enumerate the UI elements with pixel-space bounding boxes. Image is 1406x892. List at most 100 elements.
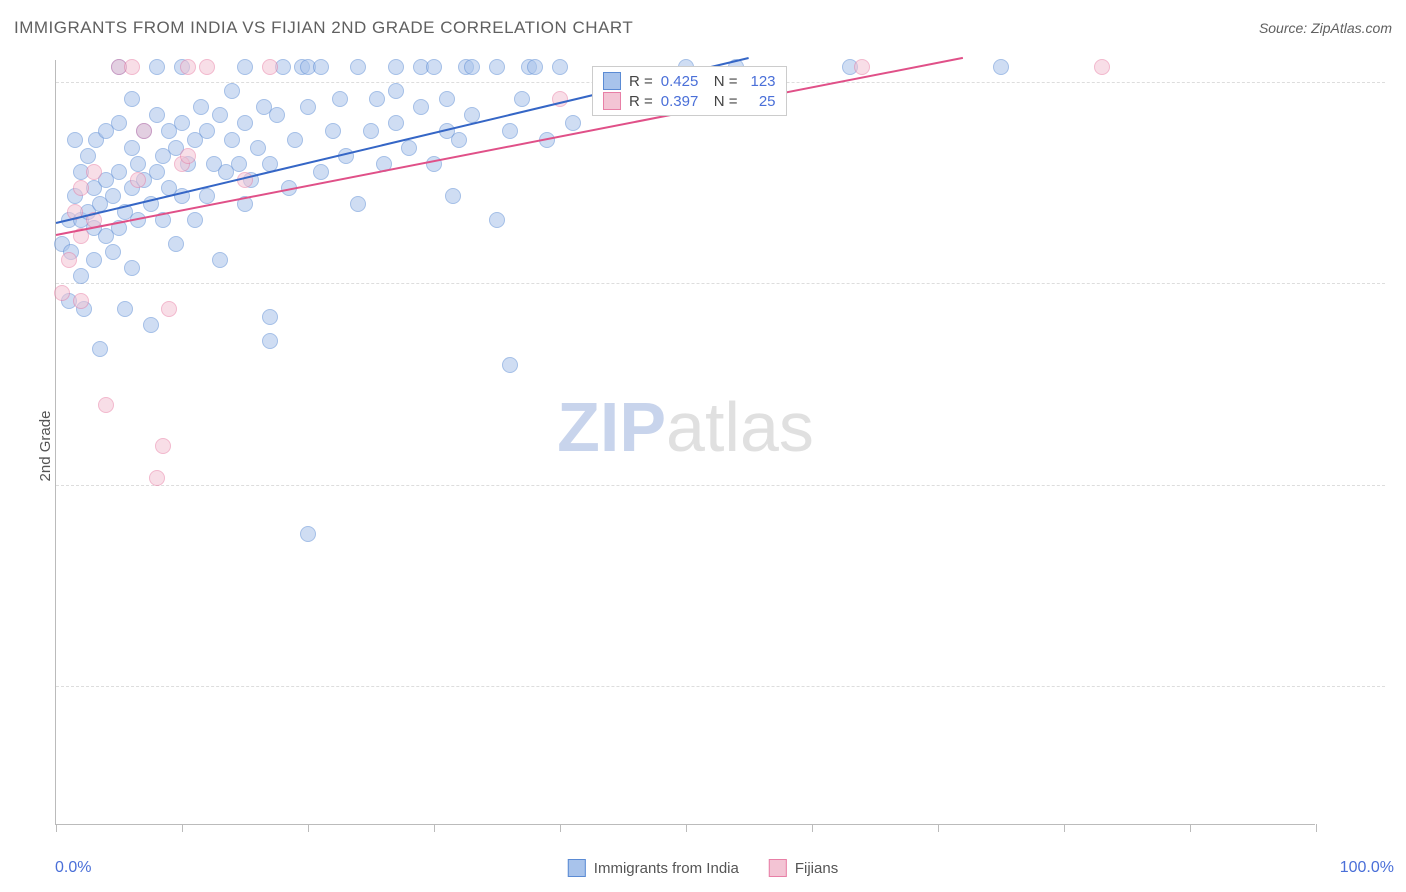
data-point [388,59,404,75]
scatter-chart: ZIPatlas 92.5%95.0%97.5%100.0%R =0.425N … [55,60,1315,825]
stat-r-label: R = [629,73,653,90]
stat-n-value: 25 [746,93,776,110]
stat-r-value: 0.425 [661,73,706,90]
gridline-h: 97.5% [56,283,1385,284]
x-tick [1064,824,1065,832]
data-point [262,309,278,325]
data-point [73,268,89,284]
data-point [439,91,455,107]
data-point [124,59,140,75]
data-point [413,99,429,115]
data-point [73,293,89,309]
data-point [105,188,121,204]
data-point [325,123,341,139]
data-point [502,123,518,139]
data-point [111,115,127,131]
data-point [180,148,196,164]
data-point [105,244,121,260]
data-point [489,59,505,75]
chart-title: IMMIGRANTS FROM INDIA VS FIJIAN 2ND GRAD… [14,18,633,38]
data-point [130,172,146,188]
x-tick [56,824,57,832]
stat-r-label: R = [629,93,653,110]
x-tick [560,824,561,832]
data-point [174,115,190,131]
data-point [993,59,1009,75]
gridline-h: 92.5% [56,686,1385,687]
stat-n-label: N = [714,93,738,110]
x-tick [434,824,435,832]
data-point [313,59,329,75]
data-point [86,164,102,180]
data-point [193,99,209,115]
data-point [1094,59,1110,75]
x-tick [1316,824,1317,832]
data-point [250,140,266,156]
y-tick-label: 95.0% [1390,492,1406,509]
legend-label: Fijians [795,860,838,877]
data-point [388,83,404,99]
data-point [199,123,215,139]
data-point [180,59,196,75]
data-point [130,156,146,172]
data-point [287,132,303,148]
data-point [73,180,89,196]
y-tick-label: 100.0% [1390,89,1406,106]
data-point [527,59,543,75]
x-tick [1190,824,1191,832]
data-point [212,252,228,268]
data-point [332,91,348,107]
data-point [489,212,505,228]
x-axis-max-label: 100.0% [1340,859,1394,877]
data-point [451,132,467,148]
data-point [149,470,165,486]
data-point [262,59,278,75]
source-attribution: Source: ZipAtlas.com [1259,20,1392,36]
data-point [224,132,240,148]
stats-row: R = 0.425 N = 123 [595,71,784,91]
data-point [124,140,140,156]
data-point [224,83,240,99]
data-point [124,260,140,276]
watermark-text-b: atlas [666,388,814,466]
data-point [502,357,518,373]
legend-swatch [769,859,787,877]
x-tick [938,824,939,832]
y-tick-label: 92.5% [1390,693,1406,710]
y-tick-label: 97.5% [1390,290,1406,307]
data-point [149,107,165,123]
bottom-legend: Immigrants from India Fijians [568,859,838,877]
data-point [199,188,215,204]
data-point [514,91,530,107]
stat-r-value: 0.397 [661,93,706,110]
data-point [237,115,253,131]
x-tick [812,824,813,832]
data-point [388,115,404,131]
x-tick [308,824,309,832]
y-axis-title: 2nd Grade [37,411,54,482]
data-point [111,164,127,180]
data-point [80,148,96,164]
data-point [143,317,159,333]
stat-n-label: N = [714,73,738,90]
data-point [269,107,285,123]
data-point [168,236,184,252]
data-point [61,252,77,268]
data-point [445,188,461,204]
x-tick [182,824,183,832]
stats-row: R = 0.397 N = 25 [595,91,784,111]
data-point [54,285,70,301]
data-point [199,59,215,75]
data-point [262,333,278,349]
legend-item: Immigrants from India [568,859,739,877]
data-point [86,252,102,268]
stats-box: R = 0.425 N = 123 R = 0.397 N = 25 [592,66,787,116]
data-point [67,132,83,148]
data-point [350,59,366,75]
gridline-h: 95.0% [56,485,1385,486]
stat-n-value: 123 [746,73,776,90]
data-point [300,99,316,115]
x-axis-min-label: 0.0% [55,859,91,877]
data-point [363,123,379,139]
data-point [187,212,203,228]
